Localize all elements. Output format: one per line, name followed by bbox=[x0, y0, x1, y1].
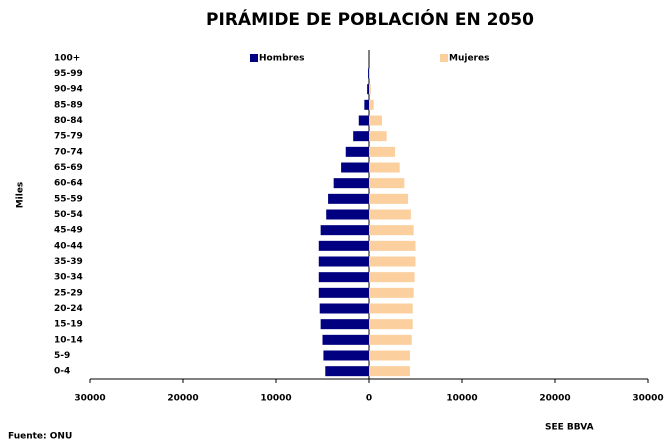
y-tick-label: 80-84 bbox=[54, 116, 83, 126]
x-tick-label: 30000 bbox=[74, 394, 105, 404]
bar bbox=[369, 225, 414, 236]
bar bbox=[369, 256, 416, 267]
y-tick-label: 60-64 bbox=[54, 179, 83, 189]
y-tick-label: 100+ bbox=[54, 53, 80, 63]
bar bbox=[318, 240, 369, 251]
y-tick-label: 35-39 bbox=[54, 257, 83, 267]
bar bbox=[369, 366, 410, 377]
bar bbox=[318, 272, 369, 283]
bar bbox=[364, 99, 369, 110]
bar bbox=[358, 115, 369, 126]
legend-label: Hombres bbox=[259, 54, 304, 64]
y-tick-label: 30-34 bbox=[54, 273, 83, 283]
y-tick-label: 5-9 bbox=[54, 351, 70, 361]
bar bbox=[369, 84, 371, 95]
bar bbox=[369, 303, 413, 314]
legend-label: Mujeres bbox=[449, 54, 489, 64]
y-tick-label: 40-44 bbox=[54, 241, 83, 251]
bar bbox=[369, 209, 411, 220]
bar bbox=[322, 334, 369, 345]
bar bbox=[320, 319, 369, 330]
bar bbox=[367, 84, 369, 95]
bar bbox=[345, 146, 369, 157]
bar bbox=[368, 68, 369, 79]
bar bbox=[326, 209, 369, 220]
bar bbox=[369, 334, 412, 345]
y-tick-label: 85-89 bbox=[54, 100, 83, 110]
y-tick-label: 20-24 bbox=[54, 304, 83, 314]
legend-swatch bbox=[440, 54, 448, 62]
bar bbox=[369, 287, 414, 298]
y-tick-label: 0-4 bbox=[54, 367, 70, 377]
y-tick-label: 45-49 bbox=[54, 226, 83, 236]
y-tick-label: 50-54 bbox=[54, 210, 83, 220]
y-axis-label: Miles bbox=[16, 182, 26, 209]
bar bbox=[369, 272, 415, 283]
bar bbox=[369, 68, 370, 79]
bar bbox=[319, 303, 369, 314]
bar bbox=[328, 193, 369, 204]
bar bbox=[369, 146, 396, 157]
x-tick-label: 30000 bbox=[632, 394, 663, 404]
y-tick-label: 10-14 bbox=[54, 335, 83, 345]
bar bbox=[369, 178, 405, 189]
y-tick-label: 65-69 bbox=[54, 163, 83, 173]
bar bbox=[369, 240, 416, 251]
bar bbox=[333, 178, 369, 189]
y-tick-label: 55-59 bbox=[54, 194, 83, 204]
source: Fuente: ONU bbox=[8, 432, 72, 442]
bar bbox=[369, 350, 410, 361]
bar bbox=[318, 287, 369, 298]
bar bbox=[353, 131, 369, 142]
bar bbox=[369, 193, 409, 204]
bar bbox=[318, 256, 369, 267]
bar bbox=[369, 115, 383, 126]
bar bbox=[369, 131, 387, 142]
chart-title: PIRÁMIDE DE POBLACIÓN EN 2050 bbox=[206, 8, 534, 30]
x-tick-label: 10000 bbox=[446, 394, 477, 404]
y-tick-label: 95-99 bbox=[54, 69, 83, 79]
bar bbox=[325, 366, 369, 377]
y-tick-label: 15-19 bbox=[54, 320, 83, 330]
y-tick-label: 75-79 bbox=[54, 132, 83, 142]
bar bbox=[369, 319, 413, 330]
bar bbox=[341, 162, 369, 173]
x-tick-label: 20000 bbox=[539, 394, 570, 404]
y-tick-label: 25-29 bbox=[54, 288, 83, 298]
x-tick-label: 20000 bbox=[167, 394, 198, 404]
bar bbox=[369, 99, 374, 110]
credit: SEE BBVA bbox=[545, 423, 594, 433]
y-tick-label: 90-94 bbox=[54, 85, 83, 95]
legend-swatch bbox=[250, 54, 258, 62]
bar bbox=[369, 162, 400, 173]
x-tick-label: 0 bbox=[366, 394, 372, 404]
bar bbox=[323, 350, 369, 361]
x-tick-label: 10000 bbox=[260, 394, 291, 404]
y-tick-label: 70-74 bbox=[54, 147, 83, 157]
bar bbox=[320, 225, 369, 236]
